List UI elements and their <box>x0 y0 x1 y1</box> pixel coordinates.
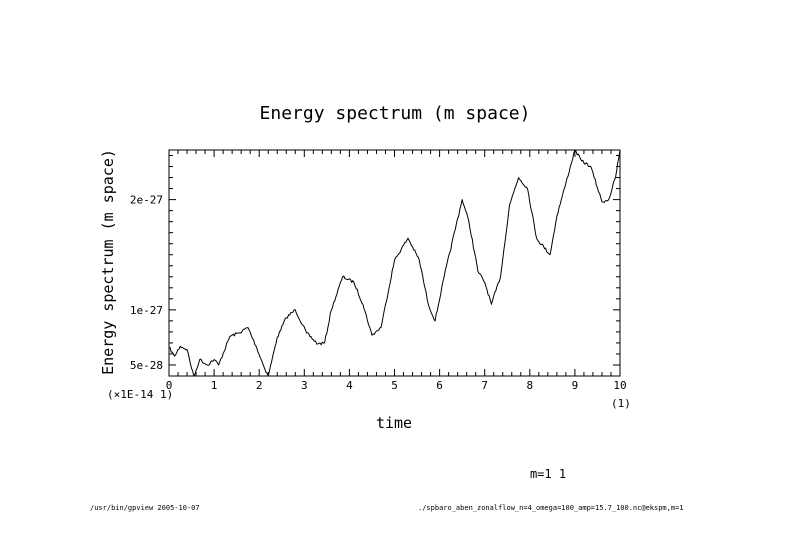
legend-label: m=1 1 <box>530 467 566 481</box>
x-tick-label: 2 <box>256 379 263 392</box>
y-tick-label: 2e-27 <box>130 194 163 207</box>
series-line-m1 <box>168 149 621 377</box>
x-end-note: (1) <box>611 397 631 410</box>
footer-right: ./spbaro_aben_zonalflow_n=4_omega=100_am… <box>418 504 684 512</box>
x-tick-label: 7 <box>481 379 488 392</box>
x-tick-label: 4 <box>346 379 353 392</box>
x-tick-label: 0 <box>166 379 173 392</box>
x-axis: 0 1 2 3 4 5 6 7 8 9 10 <box>166 150 627 392</box>
x-tick-label: 3 <box>301 379 308 392</box>
x-tick-label: 8 <box>526 379 533 392</box>
x-tick-label: 5 <box>391 379 398 392</box>
x-tick-label: 9 <box>572 379 579 392</box>
y-axis: 5e-28 1e-27 2e-27 <box>130 155 620 377</box>
x-tick-label: 1 <box>211 379 218 392</box>
y-tick-label: 5e-28 <box>130 359 163 372</box>
x-tick-label: 10 <box>613 379 626 392</box>
x-axis-label: time <box>376 414 412 432</box>
x-tick-label: 6 <box>436 379 443 392</box>
x-scale-note: (×1E-14 1) <box>107 388 173 401</box>
footer-left: /usr/bin/gpview 2005-10-07 <box>90 504 200 512</box>
y-tick-label: 1e-27 <box>130 304 163 317</box>
chart-title: Energy spectrum (m space) <box>260 103 531 124</box>
y-axis-label: Energy spectrum (m space) <box>99 149 117 375</box>
